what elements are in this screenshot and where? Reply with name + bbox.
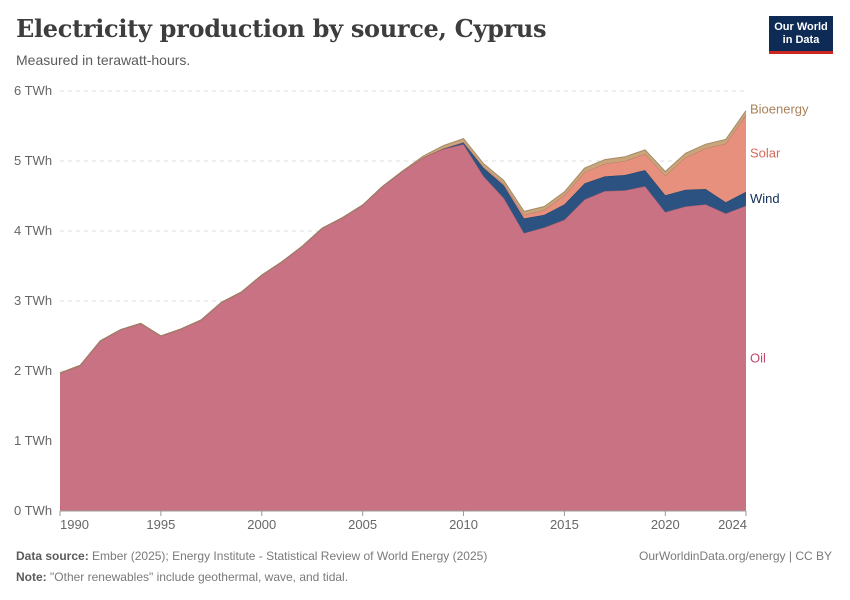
y-tick-label: 2 TWh [14, 363, 52, 378]
owid-logo[interactable]: Our World in Data [769, 16, 833, 54]
area-oil [60, 144, 746, 511]
series-labels: Oil Wind Solar Bioenergy [750, 102, 809, 366]
axes: 0 TWh 1 TWh 2 TWh 3 TWh 4 TWh 5 TWh 6 TWh 1990 1… [14, 83, 747, 532]
chart-title: Electricity production by source, Cyprus [16, 14, 547, 43]
series-label-bioenergy: Bioenergy [750, 102, 809, 117]
note-line: Note: "Other renewables" include geother… [16, 570, 348, 584]
data-source-text: Ember (2025); Energy Institute - Statist… [92, 549, 488, 563]
series-label-oil: Oil [750, 350, 766, 365]
logo-line-1: Our World [774, 20, 828, 33]
data-source-label: Data source: [16, 549, 89, 563]
chart-subtitle: Measured in terawatt-hours. [16, 52, 191, 68]
logo-line-2: in Data [782, 33, 820, 46]
y-tick-label: 5 TWh [14, 153, 52, 168]
x-tick-label: 2024 [718, 517, 747, 532]
attribution-link[interactable]: OurWorldinData.org/energy | CC BY [639, 549, 832, 563]
y-tick-label: 1 TWh [14, 433, 52, 448]
x-tick-label: 2005 [348, 517, 377, 532]
x-tick-label: 2020 [651, 517, 680, 532]
area-wind [60, 142, 746, 374]
x-tick-label: 2015 [550, 517, 579, 532]
data-source-line: Data source: Ember (2025); Energy Instit… [16, 549, 487, 563]
y-tick-label: 0 TWh [14, 503, 52, 518]
y-tick-label: 3 TWh [14, 293, 52, 308]
area-edge-bioenergy [59, 110, 747, 374]
x-tick-label: 2010 [449, 517, 478, 532]
note-label: Note: [16, 570, 47, 584]
x-tick-label: 1990 [60, 517, 89, 532]
x-tick-label: 2000 [247, 517, 276, 532]
series-areas [59, 110, 747, 511]
x-tick-label: 1995 [146, 517, 175, 532]
y-tick-label: 6 TWh [14, 83, 52, 98]
note-text: "Other renewables" include geothermal, w… [50, 570, 349, 584]
y-tick-label: 4 TWh [14, 223, 52, 238]
series-label-solar: Solar [750, 145, 781, 160]
series-label-wind: Wind [750, 191, 780, 206]
